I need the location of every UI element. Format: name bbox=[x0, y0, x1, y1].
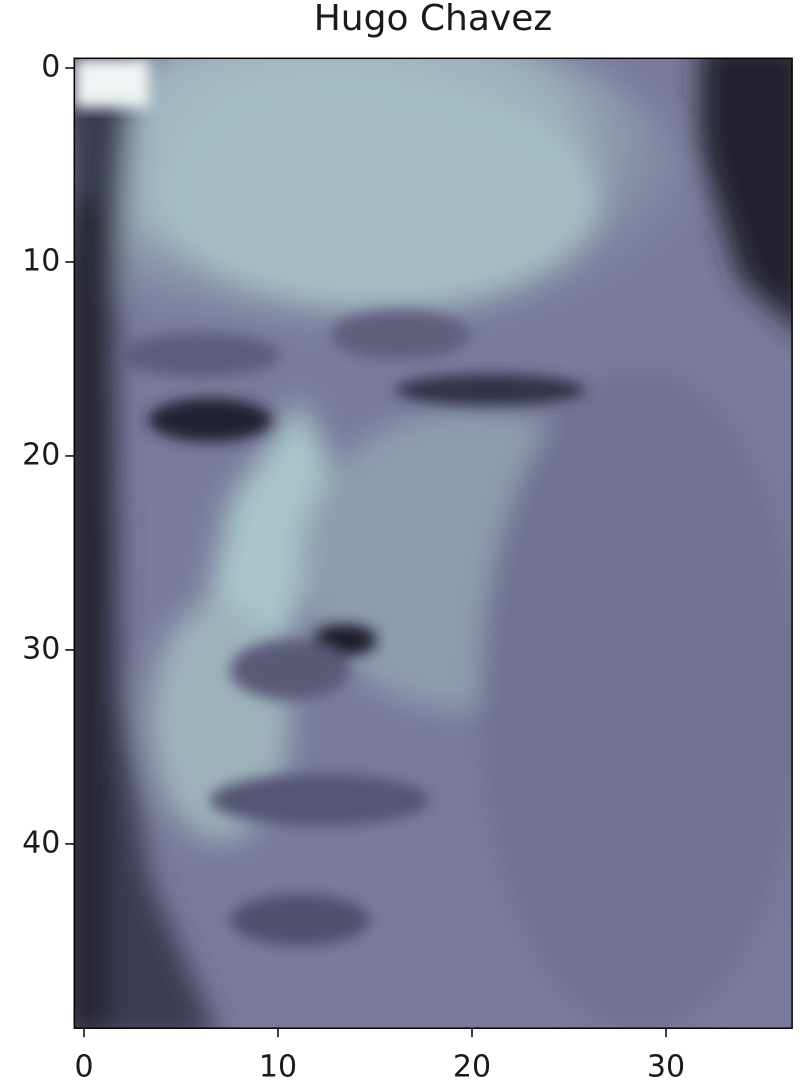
lip bbox=[230, 894, 370, 946]
x-tick-label: 30 bbox=[647, 1050, 685, 1085]
y-tick-label: 30 bbox=[22, 631, 60, 666]
eye-right bbox=[395, 374, 585, 406]
x-tick-label: 20 bbox=[453, 1050, 491, 1085]
hair-right bbox=[700, 58, 793, 325]
forehead-light bbox=[160, 90, 600, 310]
brow-left bbox=[120, 333, 280, 377]
nose-light bbox=[200, 400, 330, 640]
chart-title: Hugo Chavez bbox=[314, 0, 553, 39]
y-tick-label: 0 bbox=[41, 49, 60, 84]
axes-frame bbox=[73, 57, 793, 1029]
corner-light bbox=[74, 58, 150, 108]
x-tick-label: 0 bbox=[74, 1050, 93, 1085]
left-dark bbox=[74, 200, 110, 1029]
brow-right bbox=[330, 310, 470, 360]
eye-left bbox=[148, 398, 272, 442]
y-tick-label: 20 bbox=[22, 437, 60, 472]
x-tick-label: 10 bbox=[259, 1050, 297, 1085]
face-image bbox=[74, 58, 793, 1029]
features bbox=[120, 310, 585, 946]
nose-shadow bbox=[230, 640, 350, 700]
y-tick-label: 10 bbox=[22, 243, 60, 278]
y-tick-label: 40 bbox=[22, 825, 60, 860]
cheek-right bbox=[480, 370, 793, 1029]
mouth bbox=[210, 774, 430, 826]
